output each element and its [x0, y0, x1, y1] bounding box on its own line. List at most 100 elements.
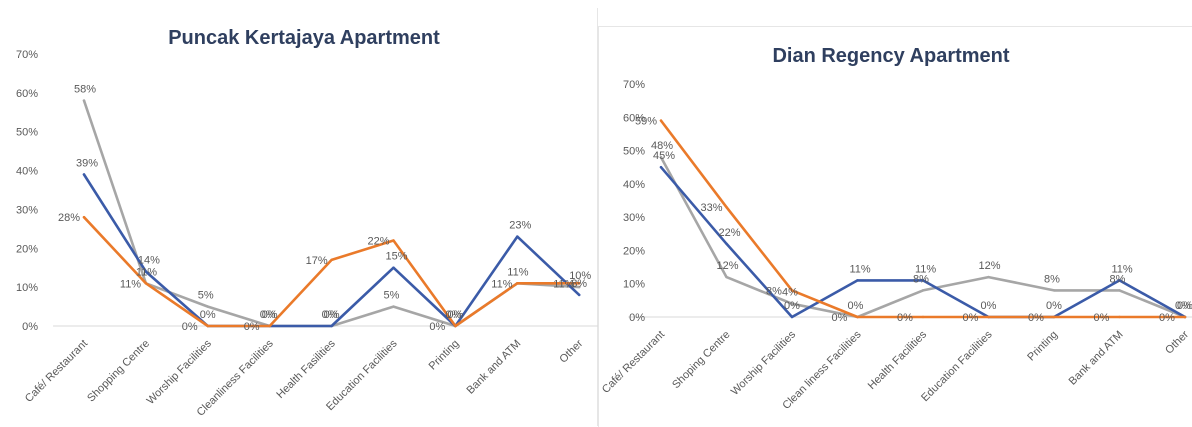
line-chart-puncak-kertajaya: Puncak Kertajaya Apartment 0% 10% 20% 30% 40%… [16, 27, 611, 419]
data-point-gray [790, 302, 794, 305]
data-point-orange [578, 282, 581, 285]
data-point-blue [144, 270, 148, 273]
series-line-blue [659, 165, 1187, 319]
data-label-gray: 0% [1175, 300, 1191, 312]
data-point-orange [856, 315, 859, 319]
y-tick-label: 0% [22, 321, 38, 333]
data-label-orange: 33% [701, 202, 723, 214]
data-label-gray: 5% [384, 290, 400, 302]
chart-panel-dian-regency: Dian Regency Apartment 0% 10% 20% 30% 40% 50% 6… [598, 26, 1192, 427]
data-label-gray: 48% [651, 140, 673, 152]
y-tick-label: 60% [623, 112, 645, 124]
data-label-gray: 4% [782, 287, 798, 299]
y-tick-label: 0% [629, 312, 645, 324]
y-tick-label: 30% [16, 204, 38, 216]
data-point-gray [206, 305, 209, 308]
x-category-shoping-centre: Shoping Centre [670, 329, 733, 392]
data-point-orange [392, 239, 395, 242]
data-label-orange: 22% [368, 236, 390, 248]
data-point-blue [330, 324, 333, 328]
data-label-gray: 0% [445, 309, 461, 321]
data-point-gray [659, 156, 663, 159]
data-label-orange: 0% [1028, 312, 1044, 324]
data-label-blue: 0% [1046, 300, 1062, 312]
data-point-blue [578, 293, 581, 297]
x-category-printing: Printing [1025, 329, 1060, 364]
data-point-gray [725, 275, 728, 279]
data-point-blue [725, 242, 728, 245]
data-point-blue [790, 315, 794, 319]
x-category-printing: Printing [427, 338, 462, 373]
data-label-blue: 0% [324, 309, 340, 321]
y-tick-label: 60% [16, 88, 38, 100]
data-label-blue: 11% [915, 263, 936, 275]
data-label-blue: 11% [850, 263, 871, 275]
line-chart-dian-regency: Dian Regency Apartment 0% 10% 20% 30% 40% 50% 6… [600, 45, 1192, 412]
data-point-orange [268, 324, 271, 328]
data-label-gray: 5% [198, 290, 214, 302]
data-label-orange: 11% [553, 278, 574, 290]
data-label-orange: 0% [429, 321, 445, 333]
data-label-gray: 58% [74, 84, 96, 96]
y-tick-label: 10% [16, 282, 38, 294]
y-tick-label: 70% [16, 49, 38, 61]
data-label-orange: 0% [244, 321, 260, 333]
y-tick-label: 40% [623, 179, 645, 191]
data-point-gray [987, 275, 990, 279]
x-category-education-facilities: Education Facilities [324, 337, 400, 413]
data-label-gray: 0% [322, 309, 338, 321]
x-category-health-facilities: Health Facilities [866, 328, 930, 392]
data-point-orange [1183, 315, 1187, 319]
data-label-orange: 0% [963, 312, 979, 324]
data-label-gray: 8% [913, 273, 929, 285]
data-label-gray: 8% [1044, 273, 1060, 285]
data-label-blue: 0% [1177, 300, 1192, 312]
data-point-gray [1118, 289, 1121, 292]
data-label-blue: 0% [447, 309, 463, 321]
y-tick-label: 70% [623, 79, 645, 91]
data-point-orange [987, 315, 990, 319]
data-label-blue: 14% [138, 255, 160, 267]
data-point-gray [1052, 289, 1056, 292]
x-category-bank-and-atm: Bank and ATM [464, 338, 523, 397]
y-tick-label: 40% [16, 166, 38, 178]
data-point-orange [144, 282, 148, 285]
x-category-worship-facilities: Worship Facilities [145, 337, 215, 407]
data-label-orange: 28% [58, 212, 80, 224]
data-label-orange: 0% [1094, 312, 1110, 324]
data-label-blue: 15% [386, 251, 408, 263]
data-label-blue: 0% [262, 309, 278, 321]
chart-panel-puncak-kertajaya: Puncak Kertajaya Apartment 0% 10% 20% 30% 40%… [0, 8, 611, 426]
y-tick-label: 20% [16, 243, 38, 255]
chart-title: Puncak Kertajaya Apartment [168, 27, 440, 49]
data-label-orange: 0% [1159, 312, 1175, 324]
data-label-gray: 12% [717, 260, 739, 272]
y-tick-label: 30% [623, 212, 645, 224]
data-label-orange: 8% [766, 285, 782, 297]
x-category-other: Other [557, 337, 585, 365]
x-category-shopping-centre: Shopping Centre [85, 338, 152, 405]
data-point-orange [790, 289, 794, 292]
data-point-orange [1118, 315, 1121, 319]
data-point-orange [516, 282, 519, 285]
data-point-orange [659, 119, 663, 122]
data-label-gray: 0% [848, 300, 864, 312]
x-category-caf-restaurant: Café/ Restaurant [23, 338, 90, 405]
data-label-orange: 11% [491, 278, 512, 290]
data-label-blue: 0% [200, 309, 216, 321]
data-point-gray [82, 99, 86, 102]
x-category-worship-facilities: Worship Facilities [729, 328, 799, 398]
y-tick-label: 50% [623, 146, 645, 158]
data-point-orange [1052, 315, 1056, 319]
x-category-education-facilities: Education Facilities [919, 328, 995, 404]
data-point-gray [921, 289, 925, 292]
data-label-gray: 0% [260, 309, 276, 321]
data-label-blue: 39% [76, 157, 98, 169]
data-point-blue [856, 279, 859, 282]
data-label-orange: 59% [635, 116, 657, 128]
data-point-blue [659, 166, 663, 169]
x-category-bank-and-atm: Bank and ATM [1067, 329, 1126, 388]
data-label-blue: 45% [653, 150, 675, 162]
data-point-orange [921, 315, 925, 319]
data-point-orange [82, 216, 86, 219]
